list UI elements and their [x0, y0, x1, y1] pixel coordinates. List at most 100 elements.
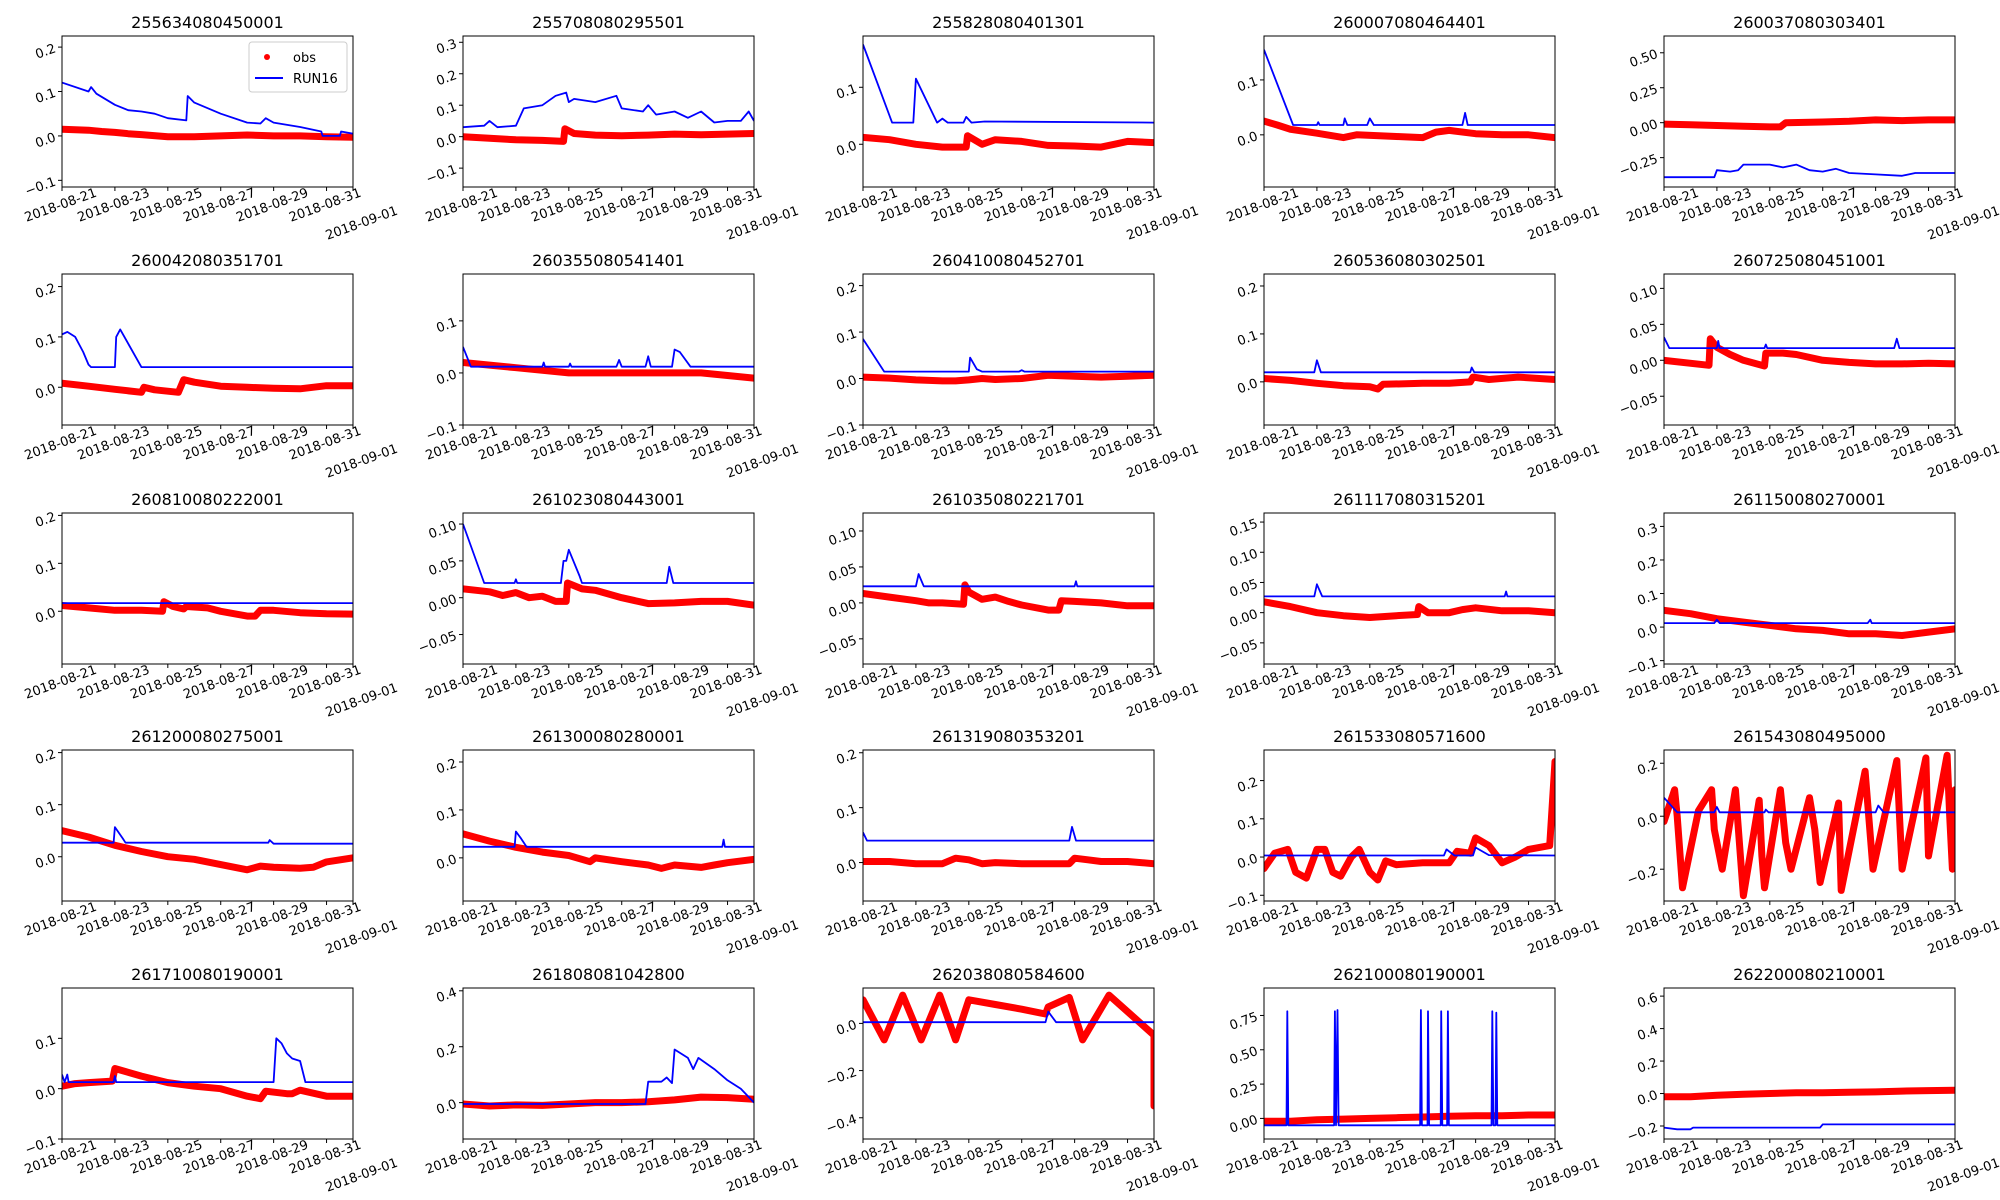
y-tick-label: 0.00: [1628, 117, 1660, 141]
axes-frame: [1263, 273, 1556, 426]
obs-series: [1264, 373, 1555, 393]
subplot: 2558280804013012018-08-212018-08-232018-…: [824, 13, 1201, 244]
y-tick-label: 0.50: [1228, 1044, 1260, 1068]
run16-series: [62, 328, 353, 369]
run16-series: [1264, 49, 1555, 126]
subplot-title: 261543080495000: [1733, 727, 1886, 746]
plot-area: [463, 91, 754, 145]
subplot-title: 260042080351701: [131, 251, 284, 270]
run16-series: [1264, 583, 1555, 598]
y-tick-label: −0.1: [1625, 655, 1660, 680]
y-tick-label: 0.0: [435, 367, 460, 388]
subplot-grid: 2556340804500012018-08-212018-08-232018-…: [23, 13, 2000, 1196]
y-tick-label: 0.2: [435, 68, 460, 89]
y-tick-label: 0.00: [1228, 607, 1260, 631]
y-tick-label: 0.0: [435, 1097, 460, 1118]
plot-area: [863, 44, 1154, 151]
y-tick-label: −0.1: [23, 175, 58, 200]
obs-series: [1664, 1086, 1955, 1101]
axes-frame: [462, 987, 755, 1140]
subplot: 2556340804500012018-08-212018-08-232018-…: [23, 13, 400, 244]
y-tick-label: 0.4: [435, 985, 460, 1006]
y-tick-label: 0.2: [34, 41, 59, 62]
run16-series: [463, 346, 754, 368]
subplot-title: 255708080295501: [532, 13, 685, 32]
plot-area: [1664, 751, 1955, 900]
subplot: 2600370803034012018-08-212018-08-232018-…: [1618, 13, 2000, 244]
plot-area: [863, 573, 1154, 614]
obs-series: [1664, 751, 1955, 900]
subplot: 2557080802955012018-08-212018-08-232018-…: [424, 13, 801, 244]
subplot: 2611170803152012018-08-212018-08-232018-…: [1218, 490, 1602, 721]
run16-series: [463, 91, 754, 129]
y-tick-label: 0.0: [1236, 851, 1261, 872]
y-tick-label: −0.05: [817, 633, 860, 661]
y-tick-label: 0.0: [34, 851, 59, 872]
y-tick-label: −0.2: [1625, 1120, 1660, 1145]
subplot-title: 260725080451001: [1733, 251, 1886, 270]
y-tick-label: −0.25: [1618, 152, 1661, 180]
plot-area: [463, 1048, 754, 1110]
plot-area: [1664, 606, 1955, 639]
plot-area: [1664, 335, 1955, 370]
subplot-title: 261319080353201: [932, 727, 1085, 746]
subplot: 2611500802700012018-08-212018-08-232018-…: [1625, 490, 2000, 721]
y-tick-label: 0.6: [1636, 990, 1661, 1011]
axes-frame: [61, 512, 354, 665]
run16-series: [1664, 797, 1955, 814]
y-tick-label: 0.10: [827, 525, 859, 549]
plot-area: [62, 1037, 353, 1103]
plot-area: [1264, 583, 1555, 621]
y-tick-label: 0.0: [1636, 621, 1661, 642]
y-tick-label: −0.05: [417, 629, 460, 657]
y-tick-label: 0.1: [435, 315, 460, 336]
plot-area: [62, 826, 353, 874]
axes-frame: [1263, 749, 1556, 902]
y-tick-label: −0.2: [824, 1065, 859, 1090]
axes-frame: [862, 512, 1155, 665]
axes-frame: [1263, 512, 1556, 665]
y-tick-label: 0.0: [835, 857, 860, 878]
subplot-title: 260037080303401: [1733, 13, 1886, 32]
y-tick-label: 0.1: [1236, 328, 1261, 349]
obs-series: [863, 581, 1154, 614]
y-tick-label: 0.2: [34, 510, 59, 531]
y-tick-label: 0.2: [435, 756, 460, 777]
subplot-title: 261150080270001: [1733, 490, 1886, 509]
axes-frame: [462, 35, 755, 188]
y-tick-label: 0.15: [1228, 516, 1260, 540]
subplot-title: 261533080571600: [1333, 727, 1486, 746]
run16-series: [463, 830, 754, 848]
y-tick-label: 0.50: [1628, 47, 1660, 71]
y-tick-label: 0.05: [427, 555, 459, 579]
plot-area: [1264, 1009, 1555, 1127]
y-tick-label: 0.00: [427, 592, 459, 616]
y-tick-label: 0.0: [435, 852, 460, 873]
axes-frame: [462, 512, 755, 665]
run16-series: [863, 44, 1154, 124]
y-tick-label: 0.0: [435, 131, 460, 152]
subplot: 2622000802100012018-08-212018-08-232018-…: [1625, 965, 2000, 1196]
axes-frame: [862, 749, 1155, 902]
obs-series: [62, 1065, 353, 1103]
obs-series: [863, 132, 1154, 151]
run16-series: [863, 826, 1154, 842]
y-tick-label: 0.0: [835, 373, 860, 394]
subplot: 2604100804527012018-08-212018-08-232018-…: [824, 251, 1201, 482]
subplot: 2600420803517012018-08-212018-08-232018-…: [23, 251, 400, 482]
y-tick-label: −0.05: [1618, 391, 1661, 419]
axes-frame: [61, 35, 354, 188]
obs-series: [1264, 117, 1555, 142]
y-tick-label: 0.0: [1236, 129, 1261, 150]
subplot: 2610350802217012018-08-212018-08-232018-…: [817, 490, 1201, 721]
axes-frame: [1663, 987, 1956, 1140]
obs-series: [863, 854, 1154, 868]
run16-series: [1264, 1009, 1555, 1127]
subplot-title: 261117080315201: [1333, 490, 1486, 509]
subplot: 2613190803532012018-08-212018-08-232018-…: [824, 727, 1201, 958]
y-tick-label: 0.0: [1636, 1088, 1661, 1109]
obs-series: [1664, 335, 1955, 370]
y-tick-label: 0.1: [1636, 588, 1661, 609]
axes-frame: [61, 749, 354, 902]
